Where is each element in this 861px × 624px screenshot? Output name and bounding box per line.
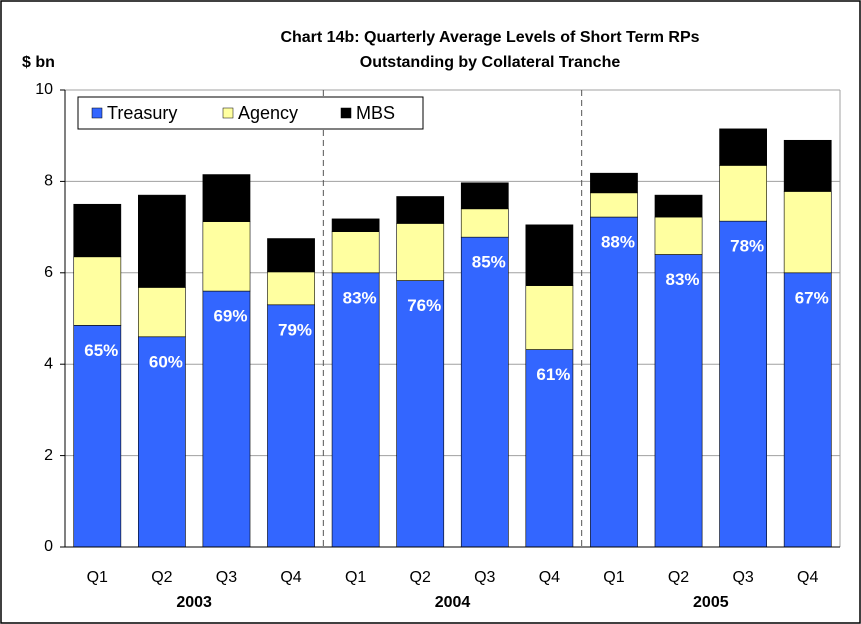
share-label: 69% — [213, 307, 247, 326]
legend-label: Agency — [238, 103, 298, 123]
bar-segment — [719, 165, 767, 222]
x-tick-label: Q4 — [280, 569, 301, 586]
bar-segment — [396, 196, 445, 224]
bar-segment — [654, 216, 703, 255]
legend-swatch — [91, 107, 103, 119]
x-tick-label: Q2 — [410, 569, 431, 586]
share-label: 78% — [730, 237, 764, 256]
x-tick-label: Q3 — [732, 569, 753, 586]
share-label: 76% — [407, 296, 441, 315]
bar-segment — [267, 238, 315, 273]
legend-label: MBS — [356, 103, 395, 123]
y-tick-label: 4 — [44, 355, 53, 372]
share-label: 83% — [343, 288, 377, 307]
bar-segment — [396, 280, 445, 548]
bar-segment — [202, 221, 251, 292]
bar-segment — [73, 256, 122, 326]
bar-segment — [202, 290, 251, 548]
x-tick-label: Q1 — [345, 569, 366, 586]
bar-segment — [138, 287, 186, 338]
bar-segment — [654, 194, 703, 218]
group-label: 2005 — [693, 594, 729, 611]
y-tick-label: 8 — [44, 173, 53, 190]
x-tick-label: Q3 — [474, 569, 495, 586]
share-label: 85% — [472, 253, 506, 272]
bar-segment — [719, 128, 767, 166]
bar-segment — [783, 272, 832, 548]
x-tick-label: Q4 — [797, 569, 818, 586]
bar-segment — [654, 254, 703, 548]
bar-segment — [396, 223, 445, 281]
share-label: 61% — [536, 365, 570, 384]
bar-segment — [525, 285, 574, 350]
bar-segment — [460, 208, 509, 238]
bar-segment — [590, 216, 638, 548]
bar-segment — [460, 236, 509, 548]
x-tick-label: Q1 — [603, 569, 624, 586]
share-label: 79% — [278, 320, 312, 339]
bar-segment — [202, 174, 251, 222]
x-tick-label: Q2 — [668, 569, 689, 586]
bar-segment — [331, 231, 380, 274]
legend-swatch — [340, 107, 352, 119]
bar-segment — [267, 304, 315, 548]
y-tick-label: 6 — [44, 264, 53, 281]
bar-segment — [590, 192, 638, 218]
share-label: 65% — [84, 341, 118, 360]
group-label: 2003 — [176, 594, 212, 611]
x-tick-label: Q2 — [151, 569, 172, 586]
share-label: 88% — [601, 233, 635, 252]
share-label: 83% — [666, 270, 700, 289]
bar-segment — [331, 272, 380, 548]
bar-segment — [783, 191, 832, 274]
bar-segment — [525, 224, 574, 286]
bar-segment — [138, 194, 186, 288]
share-label: 60% — [149, 352, 183, 371]
x-tick-label: Q4 — [539, 569, 560, 586]
legend-label: Treasury — [107, 103, 177, 123]
chart-title: Chart 14b: Quarterly Average Levels of S… — [280, 29, 699, 46]
bar-segment — [460, 182, 509, 210]
bar-segment — [267, 271, 315, 306]
bar-segment — [783, 139, 832, 192]
bar-segment — [73, 203, 122, 258]
bar-segment — [590, 172, 638, 194]
y-tick-label: 2 — [44, 447, 53, 464]
y-tick-label: 0 — [44, 538, 53, 555]
y-tick-label: 10 — [35, 81, 53, 98]
legend-box — [77, 96, 424, 130]
x-tick-label: Q1 — [87, 569, 108, 586]
bar-segment — [331, 218, 380, 232]
chart-subtitle: Outstanding by Collateral Tranche — [360, 54, 621, 71]
bar-segment — [719, 220, 767, 548]
group-label: 2004 — [435, 594, 471, 611]
x-tick-label: Q3 — [216, 569, 237, 586]
y-axis-label: $ bn — [22, 54, 55, 71]
share-label: 67% — [795, 288, 829, 307]
legend-swatch — [222, 107, 234, 119]
